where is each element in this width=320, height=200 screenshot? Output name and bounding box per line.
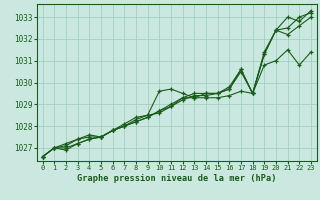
- X-axis label: Graphe pression niveau de la mer (hPa): Graphe pression niveau de la mer (hPa): [77, 174, 276, 183]
